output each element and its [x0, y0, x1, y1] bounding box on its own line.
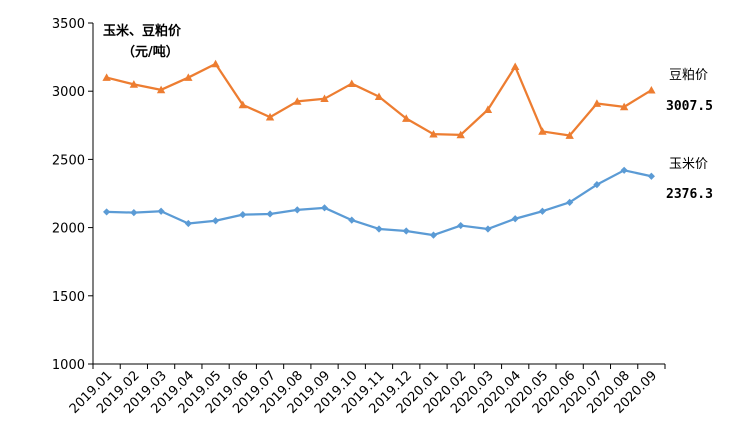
data-point — [538, 207, 547, 215]
data-point — [619, 102, 629, 111]
data-point — [538, 127, 547, 135]
y-tick-label: 3500 — [52, 17, 85, 32]
data-point — [348, 216, 356, 224]
data-point — [483, 105, 493, 113]
y-tick-label: 2000 — [52, 222, 85, 237]
data-point — [103, 208, 111, 216]
data-point — [293, 97, 302, 105]
data-point — [320, 94, 329, 103]
y-axis: 1000 1500 2000 2500 3000 3500 — [52, 17, 94, 373]
data-point — [238, 100, 248, 109]
end-value-soymeal: 3007.5 — [666, 99, 713, 114]
series-1 — [103, 166, 655, 239]
data-point — [402, 114, 411, 122]
data-point — [375, 225, 383, 233]
data-point — [211, 217, 220, 225]
data-point — [593, 181, 601, 189]
data-point — [484, 225, 492, 233]
data-point — [156, 85, 166, 94]
x-axis: 2019.012019.022019.032019.042019.052019.… — [67, 363, 666, 417]
series-0 — [102, 59, 656, 139]
series-label-soymeal: 豆粕价 — [669, 68, 708, 83]
data-point — [102, 73, 111, 81]
data-point — [129, 80, 139, 88]
data-point — [566, 198, 574, 206]
data-point — [266, 210, 274, 218]
data-point — [347, 79, 356, 88]
data-point — [647, 172, 655, 180]
data-point — [239, 211, 247, 219]
y-tick-label: 3000 — [52, 85, 85, 100]
data-point — [511, 215, 519, 223]
data-point — [293, 206, 301, 214]
data-point — [456, 130, 465, 139]
data-point — [647, 85, 656, 94]
data-point — [565, 131, 574, 139]
chart-unit: （元/吨） — [122, 44, 179, 60]
y-tick-label: 1500 — [52, 290, 85, 305]
data-point — [130, 208, 138, 217]
data-point — [429, 231, 438, 239]
data-point — [374, 92, 384, 101]
data-point — [265, 112, 275, 121]
end-value-corn: 2376.3 — [666, 187, 713, 202]
data-point — [157, 207, 165, 215]
series-label-corn: 玉米价 — [669, 157, 708, 172]
data-point — [592, 99, 602, 107]
data-point — [184, 73, 193, 81]
y-tick-label: 2500 — [52, 153, 85, 168]
data-point — [184, 219, 192, 228]
data-point — [620, 166, 628, 174]
chart-title: 玉米、豆粕价 — [103, 23, 182, 39]
data-point — [457, 221, 465, 230]
data-point — [429, 129, 438, 138]
data-point — [320, 204, 329, 212]
data-point — [510, 62, 520, 71]
series-layer — [102, 59, 656, 239]
data-point — [211, 59, 220, 68]
data-point — [402, 227, 410, 235]
y-tick-label: 1000 — [52, 358, 85, 373]
